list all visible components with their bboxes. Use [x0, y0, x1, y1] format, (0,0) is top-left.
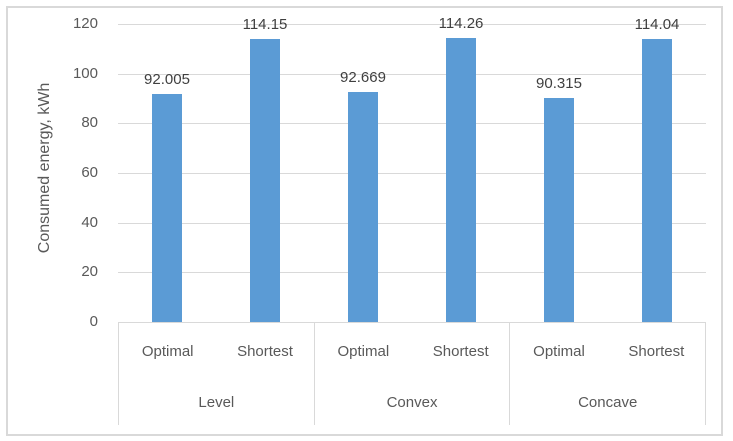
- sub-category-label: Optimal: [141, 342, 194, 360]
- plot-area: 92.005 114.15 92.669 114.26 90.315 114.04: [118, 15, 706, 322]
- y-tick-label: 80: [81, 114, 98, 132]
- category-group-level: Optimal Shortest Level: [119, 323, 315, 425]
- gridline: [118, 222, 706, 224]
- data-label: 114.26: [438, 15, 484, 33]
- category-axis: Optimal Shortest Level Optimal Shortest Conve…: [118, 322, 707, 425]
- y-tick-label: 60: [81, 164, 98, 181]
- gridline: [118, 73, 706, 75]
- group-label: Level: [198, 393, 235, 411]
- sub-category-row: Optimal Shortest: [315, 323, 510, 379]
- category-group-concave: Optimal Shortest Concave: [510, 323, 707, 425]
- gridline: [118, 173, 706, 174]
- bar-concave-shortest: [642, 38, 672, 322]
- gridline: [118, 123, 706, 125]
- gridline: [118, 24, 706, 25]
- sub-category-label: Shortest: [628, 342, 685, 360]
- bar-convex-optimal: [348, 91, 378, 322]
- bar-concave-optimal: [544, 97, 574, 322]
- y-axis-tick-labels: 0 20 40 60 80 100 120: [38, 0, 98, 340]
- group-label: Concave: [578, 393, 638, 411]
- sub-category-row: Optimal Shortest: [510, 323, 705, 379]
- y-tick-label: 0: [89, 313, 98, 330]
- sub-category-label: Shortest: [237, 342, 293, 360]
- sub-category-label: Optimal: [337, 342, 390, 360]
- sub-category-label: Shortest: [432, 342, 489, 360]
- y-tick-label: 40: [81, 213, 98, 231]
- bar-level-optimal: [152, 93, 182, 322]
- data-label: 114.15: [242, 15, 288, 33]
- bar-level-shortest: [250, 38, 280, 322]
- y-tick-label: 100: [72, 64, 98, 82]
- data-label: 92.669: [340, 68, 386, 86]
- data-label: 92.005: [144, 70, 190, 88]
- sub-category-row: Optimal Shortest: [119, 323, 314, 379]
- category-group-convex: Optimal Shortest Convex: [315, 323, 511, 425]
- y-tick-label: 120: [72, 15, 98, 32]
- gridline: [118, 272, 706, 274]
- y-tick-label: 20: [81, 263, 98, 281]
- sub-category-label: Optimal: [533, 342, 585, 360]
- group-label: Convex: [386, 393, 438, 411]
- data-label: 90.315: [536, 74, 582, 92]
- bar-convex-shortest: [446, 38, 476, 322]
- data-label: 114.04: [634, 15, 680, 33]
